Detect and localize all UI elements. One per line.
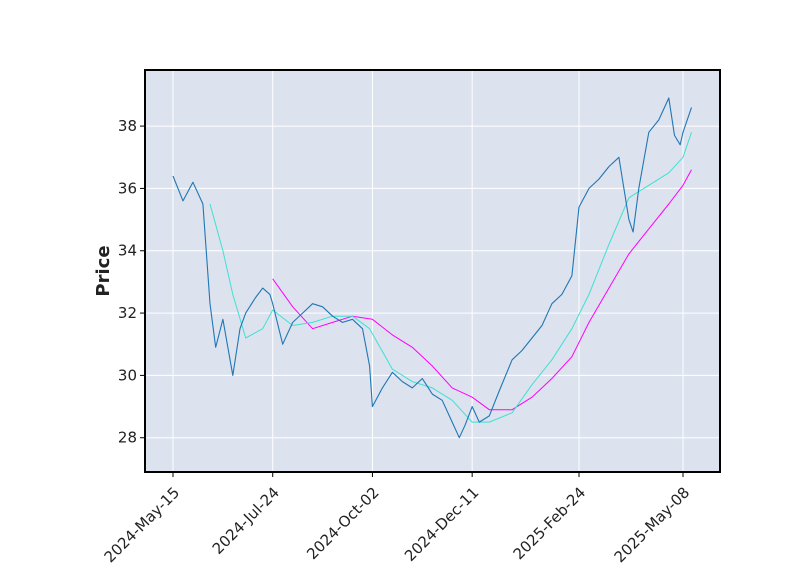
x-axis: 2024-May-15 2024-Jul-24 2024-Oct-02 2024-De…: [101, 472, 694, 567]
x-tick-label: 2025-Feb-24: [510, 484, 590, 564]
price-line: [172, 97, 693, 439]
y-tick-label: 32: [118, 304, 137, 322]
y-tick-label: 36: [118, 179, 137, 197]
plot-background: [145, 70, 720, 472]
y-tick-label: 28: [118, 429, 137, 447]
y-tick-label: 38: [118, 117, 137, 135]
ma-short-line: [209, 132, 692, 423]
plot-frame: [144, 69, 721, 473]
grid-lines: [145, 70, 720, 472]
y-axis: 28 30 32 34 36 38: [118, 117, 145, 447]
x-tick-label: 2024-Dec-11: [401, 484, 482, 565]
y-tick-label: 34: [118, 242, 137, 260]
y-tick-label: 30: [118, 366, 137, 384]
ma-long-line: [272, 169, 692, 411]
x-tick-label: 2025-May-08: [611, 484, 694, 567]
x-tick-label: 2024-Jul-24: [209, 484, 283, 558]
series-layer: [172, 97, 693, 439]
x-tick-label: 2024-Oct-02: [303, 484, 383, 564]
x-tick-label: 2024-May-15: [101, 484, 184, 567]
y-axis-label: Price: [93, 245, 114, 296]
